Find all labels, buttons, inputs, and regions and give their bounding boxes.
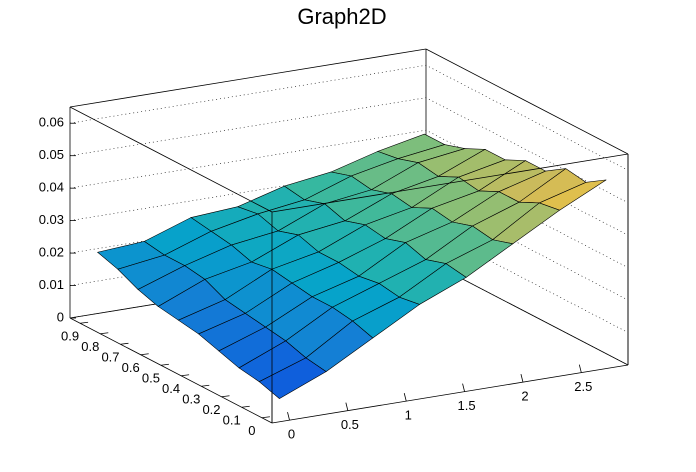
y-tick bbox=[181, 374, 190, 377]
y-tick bbox=[261, 416, 270, 419]
y-tick bbox=[221, 395, 230, 398]
y-tick bbox=[80, 321, 89, 324]
box-edge bbox=[69, 48, 427, 108]
z-tick-label: 0.04 bbox=[39, 180, 64, 195]
surface-cell bbox=[258, 357, 327, 400]
y-tick-label: 0.1 bbox=[223, 413, 241, 428]
box-edge bbox=[69, 317, 273, 424]
y-tick-label: 0.7 bbox=[101, 350, 119, 365]
z-tick-label: 0 bbox=[57, 309, 64, 324]
x-tick bbox=[520, 374, 524, 383]
z-tick-label: 0.03 bbox=[39, 212, 64, 227]
z-tick-label: 0.05 bbox=[39, 147, 64, 162]
z-tick-label: 0.06 bbox=[39, 115, 64, 130]
x-tick bbox=[403, 393, 407, 402]
y-tick-label: 0 bbox=[248, 423, 255, 438]
x-tick-label: 1 bbox=[405, 408, 412, 423]
x-tick bbox=[345, 402, 349, 411]
y-tick bbox=[201, 384, 210, 387]
y-tick-label: 0.4 bbox=[162, 381, 180, 396]
y-tick bbox=[241, 405, 250, 408]
x-tick-label: 2 bbox=[521, 389, 528, 404]
y-tick bbox=[160, 363, 169, 366]
x-tick-label: 2.5 bbox=[574, 379, 592, 394]
box-edge bbox=[69, 106, 273, 213]
box-edge bbox=[271, 364, 629, 424]
z-tick-label: 0.02 bbox=[39, 245, 64, 260]
y-tick-label: 0.3 bbox=[182, 392, 200, 407]
z-tick-label: 0.01 bbox=[39, 277, 64, 292]
y-tick bbox=[140, 353, 149, 356]
y-tick-label: 0.9 bbox=[61, 329, 79, 344]
box-edge bbox=[271, 153, 629, 213]
chart-title: Graph2D bbox=[297, 4, 386, 29]
x-tick-label: 0 bbox=[288, 427, 295, 442]
y-tick-label: 0.2 bbox=[202, 402, 220, 417]
x-tick bbox=[578, 364, 582, 373]
x-tick-label: 1.5 bbox=[458, 398, 476, 413]
x-tick bbox=[462, 383, 465, 392]
box-edge bbox=[425, 48, 629, 155]
y-tick bbox=[100, 332, 109, 335]
y-tick-label: 0.6 bbox=[122, 360, 140, 375]
x-tick-label: 0.5 bbox=[341, 417, 359, 432]
y-tick-label: 0.5 bbox=[142, 371, 160, 386]
x-tick bbox=[287, 412, 290, 421]
y-tick bbox=[120, 342, 129, 345]
y-tick-label: 0.8 bbox=[81, 339, 99, 354]
